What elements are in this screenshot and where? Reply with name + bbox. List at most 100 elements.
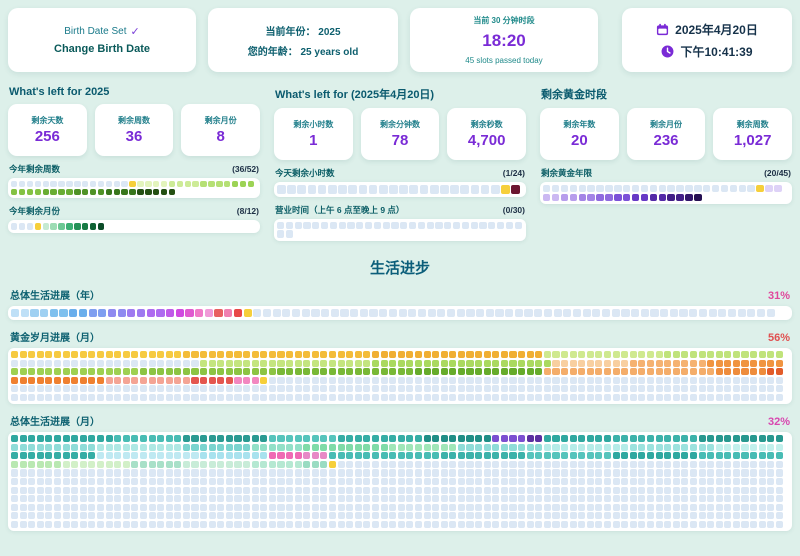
- grid-cell: [286, 443, 294, 451]
- grid-cell: [131, 478, 139, 486]
- grid-cell: [287, 185, 296, 194]
- grid-cell: [621, 368, 629, 376]
- grid-cell: [53, 503, 62, 511]
- grid-cell: [53, 435, 62, 443]
- grid-cell: [363, 359, 371, 367]
- grid-cell: [26, 188, 34, 196]
- grid-cell: [750, 495, 758, 503]
- grid-cell: [217, 435, 225, 443]
- grid-cell: [74, 188, 81, 196]
- grid-cell: [457, 443, 465, 451]
- grid-cell: [681, 512, 689, 520]
- grid-cell: [400, 221, 408, 229]
- grid-cell: [380, 452, 388, 460]
- grid-cell: [569, 435, 577, 443]
- grid-cell: [444, 221, 452, 229]
- grid-cell: [260, 478, 268, 486]
- grid-cell: [389, 520, 397, 529]
- grid-cell: [62, 503, 70, 511]
- grid-cell: [423, 359, 431, 367]
- grid-cell: [139, 469, 147, 477]
- grid-cell: [182, 495, 190, 503]
- stat-golden-years-left: 剩余年数 20: [540, 108, 619, 160]
- grid-cell: [397, 486, 405, 494]
- grid-cell: [543, 385, 551, 393]
- grid-cell: [303, 520, 311, 529]
- grid-cell: [165, 350, 173, 359]
- grid-cell: [457, 460, 465, 468]
- grid-cell: [612, 520, 620, 529]
- grid-cell: [79, 486, 87, 494]
- grid-cell: [354, 443, 362, 451]
- grid-cell: [337, 435, 345, 443]
- grid-cell: [182, 376, 190, 384]
- grid-cell: [28, 469, 36, 477]
- grid-cell: [71, 503, 79, 511]
- grid-cell: [346, 443, 354, 451]
- grid-cell: [423, 368, 431, 376]
- grid-cell: [26, 181, 34, 188]
- grid-cell: [603, 520, 612, 529]
- grid-cell: [380, 520, 388, 529]
- grid-cell: [621, 452, 629, 460]
- grid-cell: [346, 503, 354, 511]
- current-year-line: 当前年份： 2025: [265, 23, 340, 38]
- grid-cell: [62, 443, 70, 451]
- grid-cell: [672, 359, 680, 367]
- grid-cell: [578, 350, 586, 359]
- grid-cell: [96, 512, 105, 520]
- grid-cell: [97, 181, 105, 188]
- grid-cell: [122, 503, 130, 511]
- life-block-percent: 56%: [767, 331, 790, 344]
- grid-cell: [191, 376, 199, 384]
- grid-cell: [492, 443, 500, 451]
- grid-cell: [569, 469, 577, 477]
- grid-cell: [28, 435, 36, 443]
- grid-cell: [612, 443, 620, 451]
- grid-cell: [320, 495, 328, 503]
- grid-cell: [569, 376, 577, 384]
- grid-cell: [225, 359, 233, 367]
- grid-cell: [200, 503, 208, 511]
- grid-cell: [19, 385, 27, 393]
- grid-cell: [672, 469, 680, 477]
- grid-cell: [191, 350, 199, 359]
- grid-cell: [518, 512, 526, 520]
- grid-cell: [432, 478, 440, 486]
- grid-cell: [346, 495, 354, 503]
- grid-cell: [294, 368, 302, 376]
- grid-cell: [732, 460, 740, 468]
- grid-cell: [646, 393, 655, 402]
- grid-cell: [595, 443, 603, 451]
- grid-cell: [208, 359, 216, 367]
- grid-cell: [483, 376, 491, 384]
- grid-cell: [88, 376, 96, 384]
- grid-cell: [294, 452, 302, 460]
- grid-cell: [88, 520, 96, 529]
- grid-cell: [767, 520, 775, 529]
- grid-cell: [328, 376, 337, 384]
- grid-cell: [62, 495, 70, 503]
- grid-cell: [732, 503, 740, 511]
- grid-cell: [311, 393, 319, 402]
- grid-cell: [492, 376, 500, 384]
- grid-cell: [534, 308, 543, 317]
- change-birth-date-button[interactable]: Change Birth Date: [54, 43, 150, 55]
- grid-cell: [157, 393, 165, 402]
- grid-cell: [595, 495, 603, 503]
- grid-cell: [450, 185, 459, 194]
- grid-cell: [741, 503, 749, 511]
- grid-cell: [268, 452, 276, 460]
- grid-cell: [19, 478, 27, 486]
- grid-cell: [303, 435, 311, 443]
- grid-cell: [483, 385, 491, 393]
- life-block-label: 总体生活进展（月）: [10, 417, 100, 429]
- grid-cell: [364, 221, 373, 229]
- grid-cell: [398, 308, 407, 317]
- grid-cell: [747, 185, 755, 193]
- grid-cell: [165, 520, 173, 529]
- grid-cell: [139, 460, 147, 468]
- grid-cell: [117, 308, 126, 317]
- grid-cell: [363, 512, 371, 520]
- grid-cell: [578, 503, 586, 511]
